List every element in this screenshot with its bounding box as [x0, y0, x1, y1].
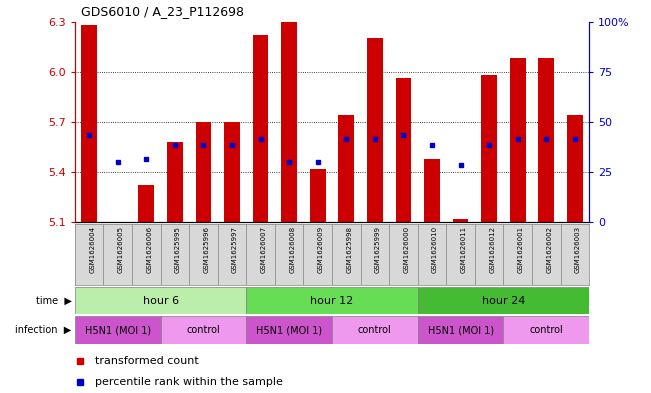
- Text: GSM1626005: GSM1626005: [118, 226, 124, 273]
- Bar: [452, 219, 469, 222]
- Text: H5N1 (MOI 1): H5N1 (MOI 1): [85, 325, 151, 335]
- Bar: [396, 78, 411, 222]
- Text: transformed count: transformed count: [96, 356, 199, 366]
- Bar: [332, 316, 418, 344]
- Bar: [195, 122, 212, 222]
- Bar: [339, 115, 354, 222]
- Bar: [310, 169, 326, 222]
- Text: GSM1626003: GSM1626003: [575, 226, 581, 273]
- Bar: [503, 316, 589, 344]
- Bar: [167, 142, 183, 222]
- Text: GSM1625995: GSM1625995: [175, 226, 181, 273]
- Text: H5N1 (MOI 1): H5N1 (MOI 1): [256, 325, 322, 335]
- Bar: [224, 122, 240, 222]
- Text: GSM1626006: GSM1626006: [146, 226, 152, 273]
- Bar: [418, 287, 589, 314]
- Bar: [75, 316, 161, 344]
- Text: time  ▶: time ▶: [36, 296, 72, 306]
- Text: GSM1626010: GSM1626010: [432, 226, 438, 273]
- Bar: [246, 316, 332, 344]
- Bar: [367, 38, 383, 222]
- Bar: [567, 115, 583, 222]
- Text: GSM1626000: GSM1626000: [404, 226, 409, 273]
- Bar: [510, 58, 525, 222]
- Text: hour 12: hour 12: [311, 296, 353, 306]
- Text: control: control: [187, 325, 220, 335]
- Bar: [538, 58, 554, 222]
- Bar: [481, 75, 497, 222]
- Bar: [75, 287, 246, 314]
- Bar: [139, 185, 154, 222]
- Text: percentile rank within the sample: percentile rank within the sample: [96, 377, 283, 387]
- Bar: [81, 25, 97, 222]
- Text: GSM1626001: GSM1626001: [518, 226, 523, 273]
- Text: GSM1625996: GSM1625996: [203, 226, 210, 273]
- Bar: [424, 158, 440, 222]
- Text: hour 6: hour 6: [143, 296, 178, 306]
- Text: GSM1625998: GSM1625998: [346, 226, 352, 273]
- Bar: [246, 287, 418, 314]
- Bar: [281, 22, 297, 222]
- Text: GSM1625997: GSM1625997: [232, 226, 238, 273]
- Text: hour 24: hour 24: [482, 296, 525, 306]
- Bar: [418, 316, 503, 344]
- Bar: [161, 316, 246, 344]
- Text: GDS6010 / A_23_P112698: GDS6010 / A_23_P112698: [81, 5, 244, 18]
- Text: GSM1626002: GSM1626002: [546, 226, 552, 273]
- Text: H5N1 (MOI 1): H5N1 (MOI 1): [428, 325, 493, 335]
- Text: GSM1626012: GSM1626012: [489, 226, 495, 273]
- Text: GSM1626008: GSM1626008: [289, 226, 295, 273]
- Text: GSM1626004: GSM1626004: [89, 226, 95, 273]
- Text: GSM1625999: GSM1625999: [375, 226, 381, 273]
- Text: GSM1626009: GSM1626009: [318, 226, 324, 273]
- Text: control: control: [529, 325, 563, 335]
- Text: control: control: [358, 325, 392, 335]
- Bar: [253, 35, 268, 222]
- Text: GSM1626007: GSM1626007: [260, 226, 266, 273]
- Text: infection  ▶: infection ▶: [16, 325, 72, 335]
- Text: GSM1626011: GSM1626011: [461, 226, 467, 273]
